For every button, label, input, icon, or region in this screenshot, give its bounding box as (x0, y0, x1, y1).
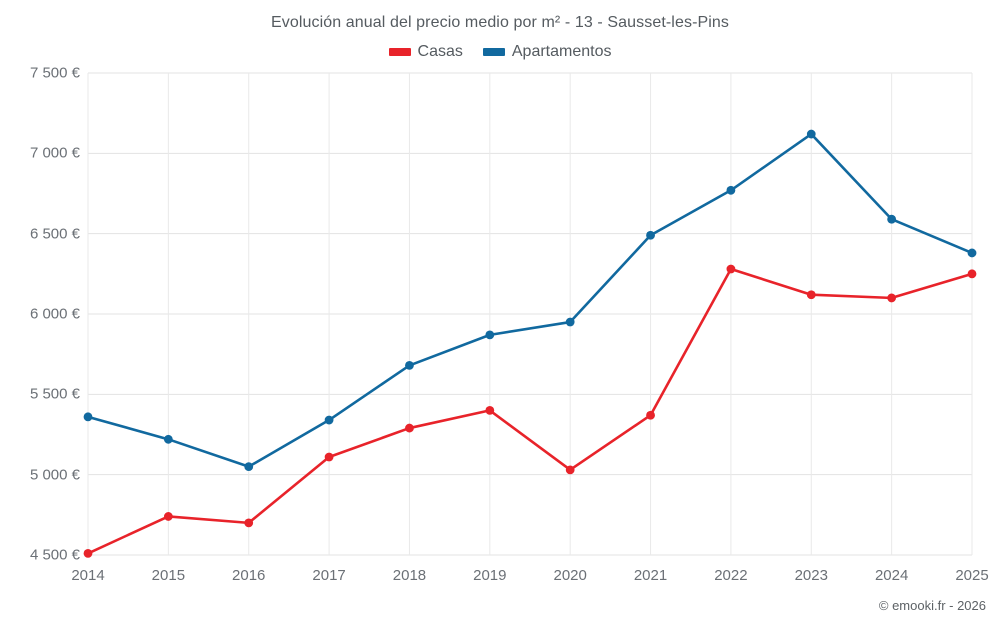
data-point[interactable] (405, 423, 414, 433)
x-axis-tick-label: 2025 (955, 567, 989, 584)
data-point[interactable] (967, 248, 977, 258)
data-point[interactable] (967, 269, 977, 279)
x-axis-tick-label: 2017 (312, 567, 346, 584)
x-axis-tick-label: 2022 (714, 567, 748, 584)
x-axis-tick-label: 2024 (874, 567, 909, 584)
series-line-casas (86, 267, 974, 555)
data-point[interactable] (485, 330, 495, 340)
chart-legend: Casas Apartamentos (0, 43, 1000, 61)
y-axis-tick-label: 5 000 € (29, 466, 80, 484)
x-axis-tick-label: 2014 (71, 567, 105, 584)
x-axis-tick-label: 2023 (794, 567, 828, 584)
data-point[interactable] (405, 361, 414, 370)
data-point[interactable] (806, 290, 816, 300)
x-axis-tick-label: 2021 (633, 567, 668, 584)
legend-swatch-casas (388, 48, 411, 56)
data-point[interactable] (646, 410, 655, 420)
data-point[interactable] (163, 512, 173, 521)
data-point[interactable] (806, 129, 816, 139)
legend-item-apartamentos[interactable]: Apartamentos (482, 43, 612, 61)
data-point[interactable] (887, 293, 897, 303)
data-point[interactable] (726, 264, 736, 274)
data-point[interactable] (324, 415, 334, 425)
x-axis-tick-label: 2019 (473, 567, 507, 584)
data-point[interactable] (244, 462, 254, 472)
y-axis-tick-label: 7 000 € (29, 144, 80, 162)
data-point[interactable] (83, 412, 93, 422)
data-point[interactable] (646, 230, 655, 240)
y-axis-tick-label: 5 500 € (29, 385, 80, 403)
legend-item-casas[interactable]: Casas (388, 43, 463, 61)
y-axis-tick-label: 7 500 € (29, 64, 80, 82)
credit-text: © emooki.fr - 2026 (878, 598, 986, 613)
data-point[interactable] (726, 185, 736, 195)
series-line-apartamentos (86, 132, 974, 468)
data-point[interactable] (83, 548, 93, 558)
legend-swatch-apartamentos (482, 48, 505, 56)
data-point[interactable] (244, 518, 254, 528)
x-axis-tick-label: 2016 (232, 567, 266, 584)
chart-title: Evolución anual del precio medio por m² … (270, 14, 730, 31)
y-axis-tick-label: 4 500 € (29, 546, 80, 564)
data-point[interactable] (324, 452, 334, 462)
data-point[interactable] (565, 317, 575, 327)
x-axis-tick-label: 2020 (553, 567, 587, 584)
legend-label-apartamentos: Apartamentos (511, 43, 612, 60)
data-point[interactable] (887, 214, 897, 224)
data-point[interactable] (565, 465, 575, 475)
x-axis-tick-label: 2015 (151, 567, 186, 584)
data-point[interactable] (163, 434, 173, 444)
x-axis-tick-label: 2018 (392, 567, 427, 584)
legend-label-casas: Casas (417, 43, 463, 60)
y-axis-tick-label: 6 500 € (29, 225, 80, 243)
data-point[interactable] (485, 406, 495, 415)
y-axis-tick-label: 6 000 € (29, 305, 80, 323)
